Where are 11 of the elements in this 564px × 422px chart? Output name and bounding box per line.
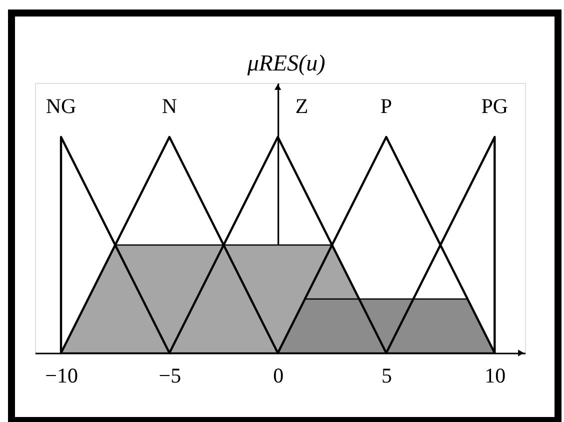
x-tick-label: −5 xyxy=(158,364,182,388)
series-label: P xyxy=(380,94,392,118)
series-label: NG xyxy=(46,94,76,118)
legend-label: Z xyxy=(295,94,308,118)
series-label: N xyxy=(162,94,178,118)
x-tick-label: 0 xyxy=(273,364,284,388)
x-tick-label: −10 xyxy=(45,364,78,388)
x-tick-label: 10 xyxy=(484,364,506,388)
series-label: PG xyxy=(481,94,508,118)
y-axis-title: μRES(u) xyxy=(246,50,326,76)
x-tick-label: 5 xyxy=(381,364,392,388)
